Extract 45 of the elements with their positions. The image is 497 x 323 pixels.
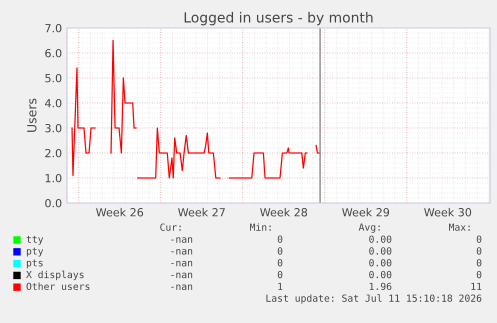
text: 1 [278,282,282,290]
x-tick-label: Week 26 [96,208,144,216]
text: 11 [471,282,482,290]
text: 0 [278,259,282,266]
text: 0 [476,259,482,266]
legend-label: pty [26,248,44,257]
text: 0 [476,247,482,255]
text: 1.96 [370,282,392,290]
text: 0 [476,270,482,278]
y-tick-label: 6.0 [45,48,62,58]
y-tick-label: 7.0 [45,24,62,32]
x-tick-label: Week 29 [342,208,390,216]
text: 0.00 [369,247,392,255]
y-tick-label: 0.0 [45,198,62,208]
text: -nan [171,249,192,255]
text: 0 [278,247,282,255]
text: -nan [171,284,192,290]
y-tick-label: 2.0 [45,148,62,158]
text: Min: [250,223,271,231]
text: Last update: Sat Jul 11 15:10:18 2026 [266,294,482,304]
text: 0 [476,235,482,243]
legend-label: tty [26,236,44,245]
text: 0 [278,270,282,278]
x-tick-label: Week 27 [178,208,225,216]
y-tick-label: 4.0 [45,98,62,108]
text: Cur: [160,223,181,231]
legend-label: Other users [26,282,90,290]
text: 0 [278,235,282,243]
y-tick-label: 1.0 [46,174,62,182]
legend-label: X displays [26,270,84,280]
text: 0.00 [369,270,392,278]
text: 0.00 [369,235,392,243]
text: -nan [171,260,192,266]
y-tick-label: 3.0 [45,124,62,132]
text: -nan [171,237,192,243]
chart-title: Logged in users - by month [184,12,373,26]
x-tick-label: Week 30 [424,208,472,216]
text: Avg: [358,224,380,233]
y-axis-title: Users [27,98,36,132]
text: -nan [171,272,192,278]
text: 0.00 [369,259,392,266]
legend-label: pts [26,259,43,268]
x-tick-label: Week 28 [260,208,308,216]
y-tick-label: 5.0 [45,74,62,82]
text: Max: [448,224,470,231]
